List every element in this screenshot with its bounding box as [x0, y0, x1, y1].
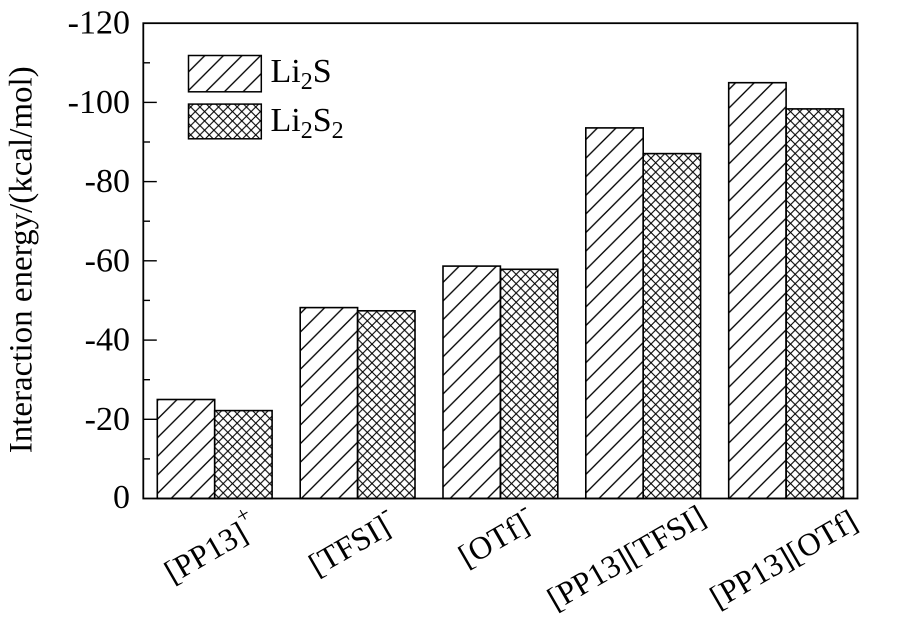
svg-text:-80: -80: [85, 163, 130, 200]
svg-text:-40: -40: [85, 322, 130, 359]
svg-text:Interaction energy/(kcal/mol): Interaction energy/(kcal/mol): [3, 66, 39, 453]
svg-text:-60: -60: [85, 242, 130, 279]
svg-text:-20: -20: [85, 401, 130, 438]
svg-text:0: 0: [113, 479, 130, 516]
svg-text:-120: -120: [68, 5, 130, 42]
svg-text:-100: -100: [68, 84, 130, 121]
